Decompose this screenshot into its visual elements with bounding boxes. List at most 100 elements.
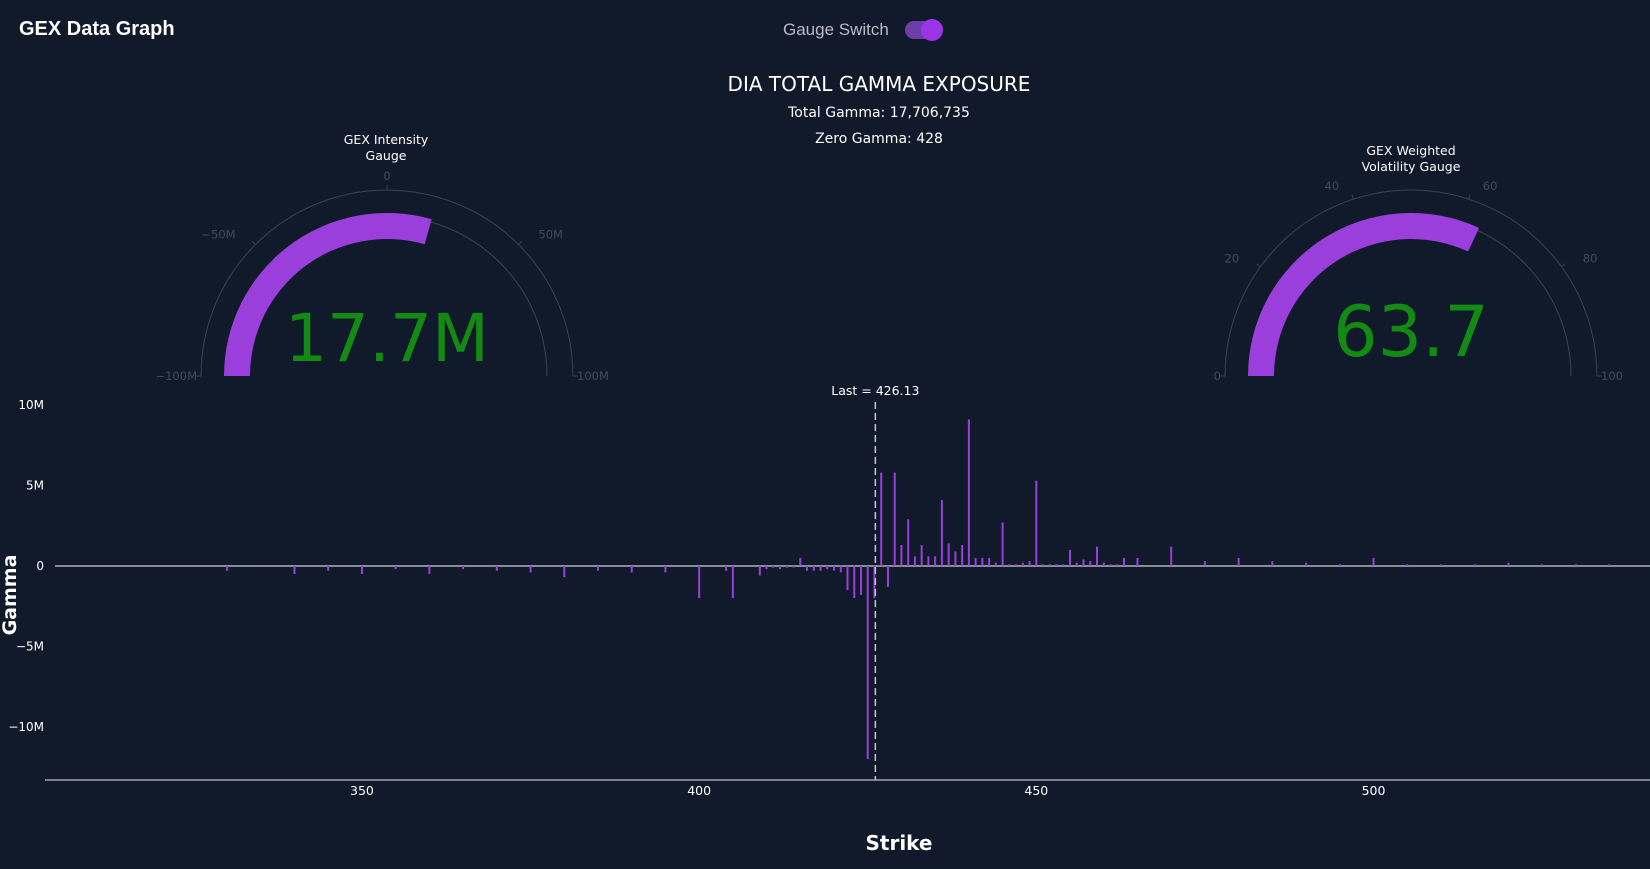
gamma-bar: [839, 565, 842, 573]
gamma-bar: [226, 565, 229, 571]
gauge-tick: [251, 240, 256, 245]
gamma-bar: [725, 565, 728, 571]
gauge1-value-arc: [224, 213, 432, 376]
x-tick-label: 450: [1024, 783, 1048, 798]
gamma-bar: [1089, 561, 1092, 566]
gex-volatility-gauge: GEX Weighted Volatility Gauge 0 20 40 60 80 1…: [1214, 143, 1623, 383]
header-bar: GEX Data Graph Gauge Switch: [0, 0, 1650, 60]
y-tick-label: 10M: [18, 398, 44, 412]
gamma-bar: [1608, 564, 1611, 566]
gamma-bar: [967, 419, 970, 566]
app-title: GEX Data Graph: [19, 18, 175, 40]
gamma-bar: [833, 565, 836, 571]
gamma-bar: [1021, 562, 1024, 566]
gauge-tick-label: 100M: [577, 369, 609, 383]
gamma-bar: [900, 545, 903, 566]
y-tick-label: 5M: [26, 478, 44, 492]
gex-intensity-gauge: GEX Intensity Gauge −100M −50M 0 50M 100M 17…: [155, 132, 608, 383]
gamma-bar: [1001, 522, 1004, 566]
gamma-bar: [1096, 546, 1099, 566]
gauge-tick: [1561, 263, 1566, 268]
gamma-bar: [880, 472, 883, 566]
gamma-bar: [1170, 546, 1173, 566]
gamma-bar: [886, 565, 889, 587]
gamma-bar: [772, 565, 775, 568]
gamma-bar: [1055, 564, 1058, 566]
gauge1-value: 17.7M: [285, 300, 489, 377]
gauge-tick: [1256, 263, 1261, 268]
gamma-bar: [1574, 564, 1577, 566]
gamma-bar: [1116, 564, 1119, 566]
gauge-switch[interactable]: Gauge Switch: [783, 19, 943, 41]
gamma-bar: [1541, 564, 1544, 566]
gamma-bars: [226, 419, 1611, 760]
gamma-bar: [1122, 557, 1125, 566]
gauge2-title-line1: GEX Weighted: [1366, 143, 1455, 158]
gauge1-ticks: −100M −50M 0 50M 100M: [155, 169, 608, 383]
gauge-switch-knob[interactable]: [920, 19, 943, 41]
gauge-switch-label: Gauge Switch: [783, 20, 889, 39]
gamma-bar-chart: 10M 5M 0 −5M −10M 350 400 450 500 Last = 426.13…: [0, 383, 1650, 855]
gamma-bar: [529, 565, 532, 573]
gamma-bar: [853, 565, 856, 599]
gamma-bar: [731, 565, 734, 599]
gamma-bar: [1338, 564, 1341, 566]
gauge-tick-label: 20: [1225, 251, 1240, 265]
gamma-bar: [859, 565, 862, 595]
x-tick-label: 500: [1362, 783, 1386, 798]
gamma-bar: [698, 565, 701, 599]
gamma-bar: [920, 545, 923, 566]
gamma-bar: [893, 472, 896, 566]
y-tick-label: −10M: [8, 720, 44, 734]
gauge2-title-line2: Volatility Gauge: [1362, 159, 1461, 174]
gamma-bar: [806, 565, 809, 571]
gamma-bar: [1042, 564, 1045, 566]
gauge2-value: 63.7: [1333, 291, 1489, 373]
gamma-bar: [1109, 564, 1112, 566]
gamma-bar: [927, 556, 930, 566]
gamma-bar: [1406, 564, 1409, 566]
gauge-tick-label: 80: [1583, 251, 1598, 265]
gamma-bar: [1062, 564, 1065, 566]
gamma-bar: [934, 556, 937, 566]
gamma-bar: [826, 565, 829, 570]
x-tick-label: 400: [687, 783, 711, 798]
gamma-bar: [630, 565, 633, 573]
gauge-tick: [1351, 194, 1354, 200]
gamma-bar: [961, 545, 964, 566]
gamma-bar: [1203, 561, 1206, 566]
gamma-bar: [988, 557, 991, 566]
gamma-bar: [1082, 559, 1085, 566]
gamma-bar: [819, 565, 822, 571]
gamma-bar: [1035, 480, 1038, 566]
gamma-bar: [994, 562, 997, 566]
gamma-bar: [1439, 564, 1442, 566]
x-tick-label: 350: [350, 783, 374, 798]
gauge-switch-toggle[interactable]: [904, 19, 943, 41]
gamma-bar: [293, 565, 296, 574]
gamma-bar: [873, 565, 876, 599]
y-tick-label: −5M: [16, 639, 44, 653]
gauge1-title-line1: GEX Intensity: [344, 132, 429, 147]
gamma-bar: [1136, 557, 1139, 566]
gamma-bar: [1305, 562, 1308, 566]
x-axis-title: Strike: [865, 831, 932, 855]
gamma-bar: [1102, 562, 1105, 566]
gamma-bar: [913, 556, 916, 566]
gamma-bar: [1473, 564, 1476, 566]
gamma-bar: [1372, 557, 1375, 566]
gamma-bar: [785, 565, 788, 568]
gamma-bar: [1048, 564, 1051, 566]
gamma-bar: [947, 543, 950, 566]
gamma-bar: [954, 551, 957, 566]
gamma-bar: [1507, 562, 1510, 566]
gauge-tick: [1468, 194, 1471, 200]
gamma-bar: [1028, 561, 1031, 566]
y-tick-label: 0: [36, 559, 44, 573]
gamma-bar: [1015, 564, 1018, 566]
zero-gamma-text: Zero Gamma: 428: [815, 131, 943, 147]
gauge2-value-arc: [1248, 212, 1480, 376]
gamma-bar: [981, 557, 984, 566]
gamma-bar: [360, 565, 363, 574]
gamma-bar: [1271, 561, 1274, 566]
